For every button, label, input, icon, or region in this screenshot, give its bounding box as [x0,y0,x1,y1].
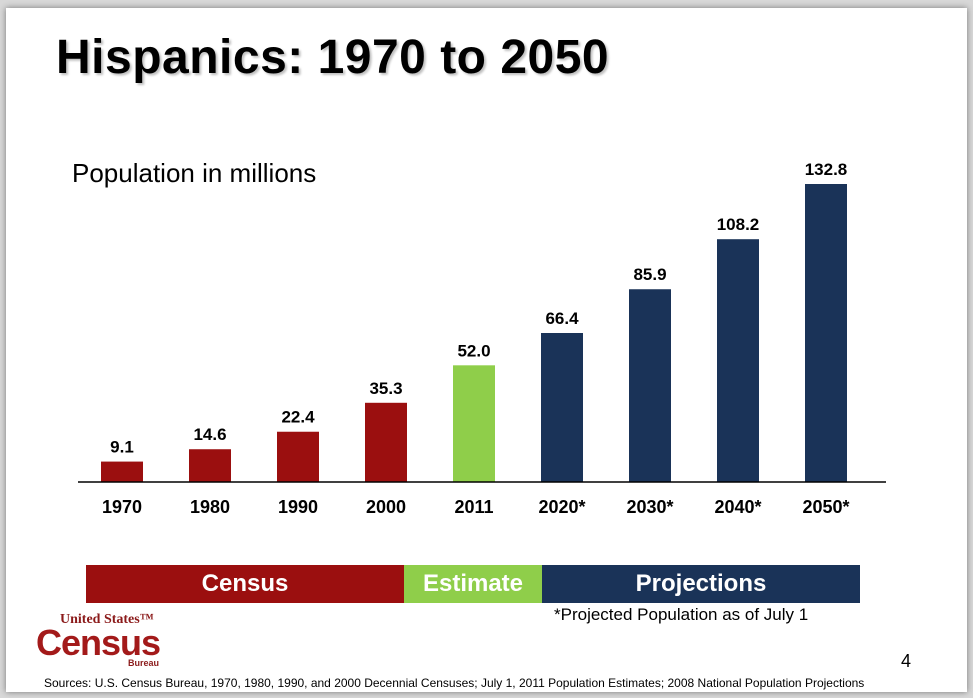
x-tick-label: 1990 [278,497,318,517]
bar-2011 [453,365,495,482]
bar-value-label: 52.0 [457,341,490,360]
x-tick-label: 1970 [102,497,142,517]
bar-2020 [541,333,583,482]
logo-line-2: Census [36,622,161,663]
x-tick-label: 2011 [454,497,493,517]
slide: Hispanics: 1970 to 2050 Population in mi… [6,8,967,692]
x-tick-label: 2000 [366,497,406,517]
bar-2000 [365,402,407,482]
bar-value-label: 108.2 [717,215,760,234]
bar-2030 [629,289,671,482]
bar-value-label: 132.8 [805,160,848,179]
logo-line-3: Bureau [128,658,160,668]
sources-note: Sources: U.S. Census Bureau, 1970, 1980,… [44,676,865,690]
footnote: *Projected Population as of July 1 [554,605,809,624]
bar-2040 [717,239,759,482]
chart-subtitle: Population in millions [72,158,317,188]
bar-value-label: 14.6 [193,425,226,444]
x-tick-label: 2040* [714,497,761,517]
census-bureau-logo: United States™ Census Bureau [36,612,166,670]
bar-1990 [277,431,319,482]
x-tick-label: 1980 [190,497,230,517]
bar-1970 [101,461,143,482]
bar-value-label: 66.4 [545,309,579,328]
bar-value-label: 22.4 [281,408,315,427]
tick-labels-group: 1970 1980 1990 2000 2011 2020* 2030* 2040* 2050* [102,497,850,517]
projections-band: Projections [542,565,860,603]
bar-value-label: 9.1 [110,438,134,457]
bar-value-label: 85.9 [633,265,666,284]
x-tick-label: 2020* [538,497,585,517]
page-number: 4 [901,651,912,671]
census-band: Census [86,565,404,603]
estimate-band: Estimate [404,565,542,603]
bars-group: 9.1 14.6 22.4 35.3 52.0 66.4 85.9 108.2 132.8 [101,160,847,482]
x-tick-label: 2030* [626,497,673,517]
page-title: Hispanics: 1970 to 2050 [56,31,610,84]
bar-1980 [189,449,231,482]
logo-line-1: United States™ [60,612,154,627]
x-tick-label: 2050* [802,497,849,517]
bar-chart: 9.1 14.6 22.4 35.3 52.0 66.4 85.9 108.2 132.8 19… [78,160,886,517]
bar-2050 [805,184,847,482]
bar-value-label: 35.3 [369,379,402,398]
